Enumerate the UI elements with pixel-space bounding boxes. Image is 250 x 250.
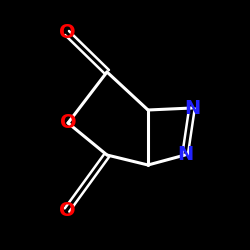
Text: O: O (59, 200, 75, 220)
Text: O: O (60, 114, 76, 132)
Text: O: O (59, 24, 75, 42)
Text: N: N (184, 98, 200, 117)
Text: N: N (177, 146, 193, 165)
